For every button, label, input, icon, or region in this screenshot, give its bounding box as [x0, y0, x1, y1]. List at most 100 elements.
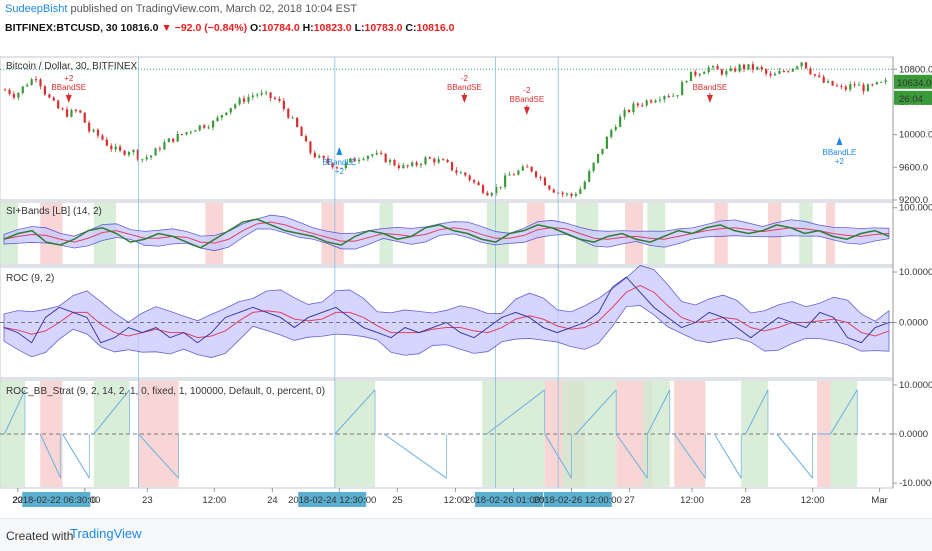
strat-line-0: [4, 389, 26, 435]
candle-194: [862, 84, 865, 92]
strat-line-1: [39, 433, 62, 479]
roc-band: [3, 265, 890, 358]
candle-156: [694, 71, 697, 76]
candle-50: [225, 112, 228, 116]
x-tick-12: 28: [740, 495, 751, 506]
candle-25: [114, 146, 117, 150]
strat-line-2: [62, 433, 90, 479]
candle-94: [419, 164, 423, 166]
candle-39: [176, 134, 179, 142]
candle-128: [570, 193, 573, 196]
candle-116: [517, 170, 520, 175]
candle-142: [632, 103, 635, 112]
strat-line-12: [673, 433, 706, 479]
candle-155: [689, 71, 693, 81]
candle-177: [787, 71, 790, 73]
candle-174: [773, 73, 777, 76]
candle-34: [154, 148, 157, 156]
strat-line-5: [334, 389, 376, 435]
candle-124: [552, 189, 555, 193]
candle-117: [521, 166, 524, 171]
close-value: 10816.0: [416, 22, 455, 34]
candle-197: [875, 82, 878, 85]
candle-166: [738, 64, 741, 72]
roc-tick-1: 0.0000: [899, 318, 928, 329]
x-time-tag-box-0: [22, 492, 91, 507]
candle-61: [273, 97, 277, 99]
price-tick-2: 10000.0: [899, 130, 932, 141]
strat-pane-title: ROC_BB_Strat (9, 2, 14, 2, 1, 0, fixed, …: [6, 386, 325, 397]
candle-33: [150, 155, 153, 158]
candle-60: [269, 92, 272, 98]
candle-23: [105, 139, 108, 146]
x-time-tag-3: 2018-02-26 12:00:00: [534, 495, 622, 506]
candle-41: [185, 132, 188, 135]
x-time-tag-box-2: [475, 492, 544, 507]
price-pane-title: Bitcoin / Dollar, 30, BITFINEX: [6, 61, 137, 72]
candle-91: [406, 165, 409, 167]
candle-67: [300, 126, 303, 137]
low-value: 10783.0: [364, 22, 403, 34]
candle-107: [477, 182, 480, 186]
candle-84: [375, 152, 378, 155]
candle-92: [411, 162, 414, 167]
candle-150: [667, 96, 670, 98]
candle-22: [101, 135, 104, 140]
candle-146: [650, 100, 653, 103]
candle-44: [198, 125, 201, 131]
candle-98: [437, 159, 440, 163]
candle-154: [685, 80, 688, 83]
strat-line-6: [383, 433, 447, 479]
candle-181: [804, 62, 808, 69]
candle-1: [8, 89, 11, 94]
candle-95: [424, 157, 427, 165]
created-with-text: Created with: [6, 529, 74, 543]
strat-shade-4: [334, 381, 376, 487]
candle-36: [163, 142, 166, 150]
candle-66: [296, 117, 299, 127]
candle-20: [92, 129, 95, 132]
candle-173: [769, 73, 772, 76]
time-tag-box: [894, 90, 932, 105]
candle-4: [21, 86, 24, 94]
symbol-line: BITFINEX:BTCUSD, 30 10816.0 ▼ −92.0 (−0.…: [5, 22, 454, 34]
candle-59: [265, 92, 268, 94]
candle-115: [512, 174, 516, 176]
candle-35: [158, 148, 162, 150]
strat-line-7: [486, 389, 546, 435]
candle-55: [247, 96, 250, 102]
signal-arrow-5: [836, 137, 843, 145]
roc-pane-title: ROC (9, 2): [6, 273, 54, 284]
candle-82: [366, 156, 370, 160]
candle-183: [813, 74, 816, 76]
strat-tick-0: 10.0000: [899, 380, 932, 391]
price-tag-box: [894, 74, 932, 89]
strat-line-15: [776, 433, 814, 479]
candle-86: [384, 153, 387, 163]
candle-114: [508, 174, 511, 176]
candle-74: [331, 163, 334, 168]
strat-tick-1: 0.0000: [899, 429, 928, 440]
candle-113: [504, 175, 507, 187]
candle-72: [322, 155, 325, 159]
symbol-name[interactable]: BITFINEX:BTCUSD, 30: [5, 22, 118, 34]
candle-0: [4, 89, 7, 91]
candle-139: [619, 116, 622, 127]
signal-label-3: BBandSE: [510, 95, 545, 104]
strat-line-9: [575, 389, 617, 435]
author-link[interactable]: SudeepBisht: [5, 3, 68, 15]
candle-11: [52, 97, 55, 101]
time-tag: 26:04: [899, 94, 923, 105]
chart-canvas[interactable]: 10800.010400.010000.09600.09200.010634.0…: [0, 45, 932, 515]
x-tick-10: 27: [624, 495, 635, 506]
candle-149: [663, 96, 666, 100]
candle-42: [189, 131, 193, 133]
candle-199: [884, 80, 887, 82]
candle-169: [751, 64, 755, 70]
candle-13: [61, 108, 64, 110]
tradingview-logo[interactable]: TradingView: [70, 526, 142, 541]
candle-73: [327, 158, 330, 164]
strat-line-4: [138, 433, 179, 479]
candle-88: [393, 160, 396, 166]
candle-136: [605, 136, 608, 149]
